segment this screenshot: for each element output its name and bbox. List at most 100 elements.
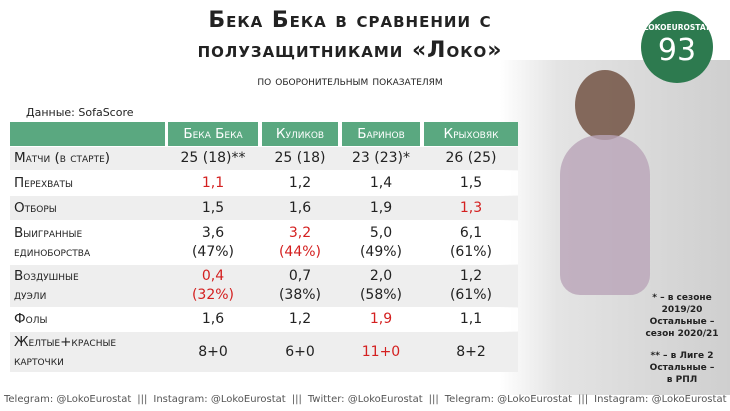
footer-item: ||| bbox=[578, 394, 589, 405]
row-label: Желтые+красные карточки bbox=[14, 333, 164, 371]
row-background bbox=[10, 147, 518, 170]
footnote: ** – в Лиге 2 Остальные – в РПЛ bbox=[642, 350, 722, 386]
footnote-line: * – в сезоне bbox=[652, 293, 712, 303]
label-line: Матчи (в старте) bbox=[14, 150, 111, 166]
value-line: (58%) bbox=[359, 287, 403, 303]
value-line: (38%) bbox=[278, 287, 322, 303]
value-cell: 1,2 bbox=[262, 174, 338, 193]
row-label: Выигранные единоборства bbox=[14, 224, 164, 262]
value-line: 8+2 bbox=[456, 343, 486, 360]
value-line: (61%) bbox=[449, 287, 493, 303]
value-cell: 1,5 bbox=[424, 174, 518, 193]
value-line: 0,7 bbox=[288, 268, 312, 284]
value-line: 25 (18) bbox=[274, 150, 326, 166]
row-background bbox=[10, 332, 518, 372]
row-background bbox=[10, 196, 518, 220]
value-cell: 8+2 bbox=[424, 343, 518, 362]
label-line: Фолы bbox=[14, 311, 48, 327]
footer-item: Twitter: @LokoEurostat bbox=[307, 394, 423, 405]
photo-body bbox=[560, 135, 650, 295]
value-line: 0,4 bbox=[201, 268, 225, 284]
subtitle: по оборонительным показателям bbox=[257, 74, 443, 89]
value-cell: 6+0 bbox=[262, 343, 338, 362]
row-background bbox=[10, 221, 518, 264]
value-line: 6,1 bbox=[459, 224, 483, 241]
value-cell: 1,9 bbox=[342, 199, 420, 218]
value-line: 5,0 bbox=[369, 224, 393, 241]
value-line: (49%) bbox=[359, 243, 403, 260]
value-cell: 3,6 (47%) bbox=[168, 224, 258, 262]
value-cell: 3,2 (44%) bbox=[262, 224, 338, 262]
value-cell: 25 (18) bbox=[262, 149, 338, 168]
column-header: Крыховяк bbox=[424, 122, 518, 146]
row-label: Отборы bbox=[14, 199, 164, 218]
value-line: 2,0 bbox=[369, 268, 393, 284]
value-line: (44%) bbox=[278, 243, 322, 260]
value-cell: 1,9 bbox=[342, 310, 420, 329]
value-cell: 8+0 bbox=[168, 343, 258, 362]
value-line: 1,2 bbox=[288, 174, 312, 191]
value-cell: 1,4 bbox=[342, 174, 420, 193]
value-line: 1,5 bbox=[201, 199, 225, 216]
value-cell: 1,5 bbox=[168, 199, 258, 218]
value-line: 1,6 bbox=[201, 311, 225, 327]
value-cell: 11+0 bbox=[342, 343, 420, 362]
value-cell: 1,3 bbox=[424, 199, 518, 218]
value-cell: 5,0 (49%) bbox=[342, 224, 420, 262]
footer-item: Telegram: @LokoEurostat bbox=[4, 394, 132, 405]
value-line: 11+0 bbox=[361, 343, 401, 360]
value-line: 1,1 bbox=[459, 311, 483, 327]
value-line: 23 (23)* bbox=[351, 150, 410, 166]
footer-item: Instagram: @LokoEurostat bbox=[594, 394, 727, 405]
row-label: Фолы bbox=[14, 310, 164, 329]
footnote-line: в РПЛ bbox=[666, 375, 698, 385]
footer-item: ||| bbox=[428, 394, 439, 405]
value-cell: 1,1 bbox=[424, 310, 518, 329]
column-header: Бека Бека bbox=[168, 122, 258, 146]
value-cell: 0,7 (38%) bbox=[262, 267, 338, 305]
value-line: 1,2 bbox=[288, 311, 312, 327]
title-line: Бека Бека в сравнении с bbox=[208, 8, 492, 33]
value-line: 3,6 bbox=[201, 224, 225, 241]
row-label: Перехваты bbox=[14, 174, 164, 193]
logo-name: LOKOEUROSTAT bbox=[643, 23, 711, 32]
label-line: Отборы bbox=[14, 199, 57, 216]
value-line: (32%) bbox=[191, 287, 235, 303]
row-label: Матчи (в старте) bbox=[14, 149, 164, 168]
value-line: 1,6 bbox=[288, 199, 312, 216]
value-cell: 1,6 bbox=[168, 310, 258, 329]
value-line: 6+0 bbox=[285, 343, 315, 360]
footer-item: Telegram: @LokoEurostat bbox=[444, 394, 573, 405]
value-line: 1,3 bbox=[459, 199, 483, 216]
value-cell: 2,0 (58%) bbox=[342, 267, 420, 305]
label-line: дуэли bbox=[14, 287, 47, 303]
value-line: (47%) bbox=[191, 243, 235, 260]
row-background bbox=[10, 171, 518, 195]
footnote-line: Остальные – bbox=[649, 363, 715, 373]
photo-head bbox=[575, 70, 635, 140]
row-label: Воздушные дуэли bbox=[14, 267, 164, 305]
footnote-line: Остальные – bbox=[649, 317, 715, 327]
logo: LOKOEUROSTAT 93 bbox=[641, 11, 713, 83]
value-line: 26 (25) bbox=[445, 150, 497, 166]
value-line: 1,9 bbox=[369, 311, 393, 327]
label-line: Выигранные bbox=[14, 224, 83, 241]
value-cell: 1,6 bbox=[262, 199, 338, 218]
label-line: Перехваты bbox=[14, 174, 73, 191]
row-background bbox=[10, 265, 518, 307]
value-cell: 1,1 bbox=[168, 174, 258, 193]
footer-item: ||| bbox=[137, 394, 148, 405]
value-line: 1,4 bbox=[369, 174, 393, 191]
row-background bbox=[10, 308, 518, 331]
source: Данные: SofaScore bbox=[26, 106, 134, 119]
column-header: Куликов bbox=[262, 122, 338, 146]
footnote-line: ** – в Лиге 2 bbox=[650, 351, 714, 361]
title-line: полузащитниками «Локо» bbox=[197, 38, 503, 63]
value-line: 3,2 bbox=[288, 224, 312, 241]
footer: Telegram: @LokoEurostat ||| Instagram: @Lo… bbox=[0, 394, 730, 411]
header-cell bbox=[10, 122, 165, 146]
footer-item: ||| bbox=[291, 394, 302, 405]
value-line: 1,9 bbox=[369, 199, 393, 216]
label-line: карточки bbox=[14, 353, 64, 369]
